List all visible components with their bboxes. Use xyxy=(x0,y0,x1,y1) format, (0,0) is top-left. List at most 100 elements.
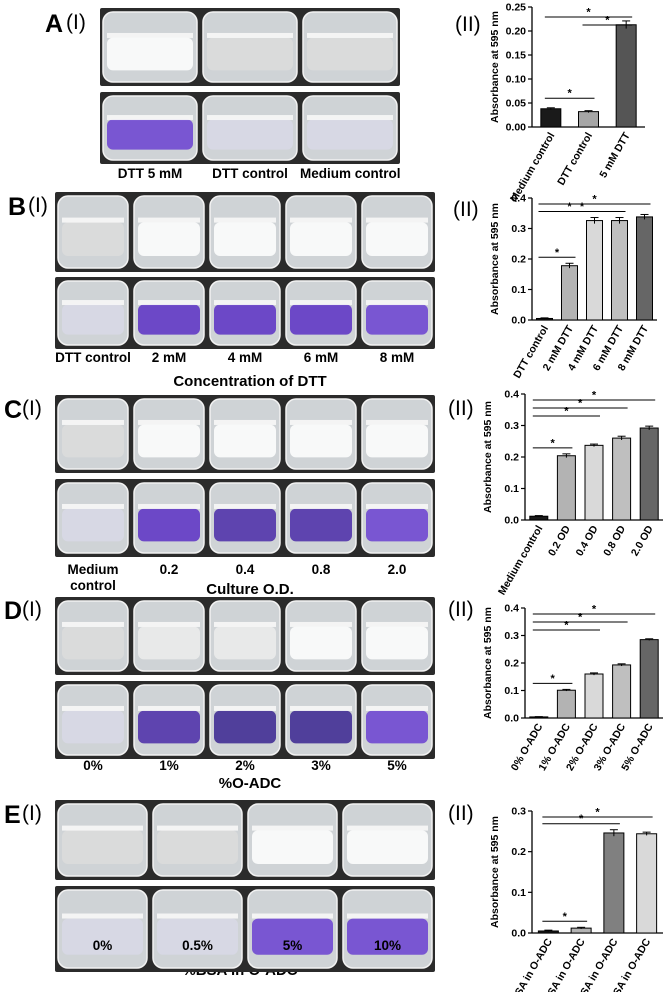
photo-caption: 8 mM xyxy=(379,350,415,365)
flask-well xyxy=(361,398,433,470)
flask-well xyxy=(133,684,205,756)
panel-letter: E xyxy=(4,801,21,829)
y-tick-label: 0.1 xyxy=(504,685,519,697)
bar xyxy=(636,216,653,321)
pellicle-photo-row xyxy=(55,597,435,675)
photo-caption: 0% xyxy=(92,938,113,953)
significance-marker: * xyxy=(592,390,597,402)
bar xyxy=(584,444,604,521)
photo-panel-label: (I) xyxy=(22,802,42,825)
significance-marker: * xyxy=(578,398,583,410)
y-tick-label: 0.2 xyxy=(511,846,526,858)
photo-panel-label: (I) xyxy=(28,194,48,217)
y-tick-label: 0.0 xyxy=(504,713,519,725)
bar-chart-a: 0.00 0.05 0.10 0.15 0.20 0.25 Absorbance at 59… xyxy=(489,2,645,204)
bar-chart-e: 0.0 0.1 0.2 0.3 Absorbance at 595 nm 0% BSA i… xyxy=(489,806,663,992)
x-tick-label: 0.2 OD xyxy=(546,523,573,558)
bar xyxy=(615,24,637,128)
flask-well xyxy=(285,482,357,554)
photo-caption: 0% xyxy=(83,758,103,773)
photo-caption: 4 mM xyxy=(227,350,263,365)
y-axis-label: Absorbance at 595 nm xyxy=(489,203,501,315)
significance-marker: * xyxy=(555,247,560,259)
y-tick-label: 0.1 xyxy=(511,887,526,899)
photo-caption: DTT control xyxy=(55,350,131,365)
flask-well xyxy=(361,195,433,269)
y-tick-label: 0.0 xyxy=(511,928,526,940)
flask-well xyxy=(152,803,243,877)
y-tick-label: 0.3 xyxy=(511,806,526,818)
flask-well xyxy=(102,11,198,83)
photo-axis-title: Culture O.D. xyxy=(206,581,294,598)
flask-well xyxy=(361,684,433,756)
flask-well xyxy=(57,195,129,269)
photo-axis-title: %O-ADC xyxy=(218,775,282,792)
pellicle-photo-row xyxy=(55,800,435,880)
flask-well xyxy=(342,803,433,877)
y-tick-label: 0.4 xyxy=(504,389,519,401)
flask-well xyxy=(57,398,129,470)
x-tick-label: 0% BSA in O-ADC xyxy=(500,936,555,992)
flask-well xyxy=(302,11,398,83)
bar xyxy=(612,664,632,719)
flask-well xyxy=(57,889,148,969)
pellicle-photo-row xyxy=(100,8,400,86)
significance-marker: * xyxy=(550,437,555,449)
photo-caption: 2% xyxy=(235,758,255,773)
y-tick-label: 0.4 xyxy=(504,603,519,615)
flask-well xyxy=(209,195,281,269)
chart-panel-label: (II) xyxy=(448,598,474,621)
flask-well xyxy=(342,889,433,969)
flask-well xyxy=(152,889,243,969)
flask-well xyxy=(209,684,281,756)
y-tick-label: 0.0 xyxy=(511,315,526,327)
x-tick-label: 0.8 OD xyxy=(601,523,628,558)
flask-well xyxy=(285,195,357,269)
bar xyxy=(578,111,599,128)
photo-caption: 5% xyxy=(282,938,303,953)
bar xyxy=(556,455,576,521)
flask-well xyxy=(285,398,357,470)
significance-marker: * xyxy=(563,911,568,923)
y-axis-label: Absorbance at 595 nm xyxy=(489,816,501,928)
photo-caption: Medium control xyxy=(300,166,401,181)
photo-caption: 10% xyxy=(373,938,402,953)
y-tick-label: 0.1 xyxy=(504,483,519,495)
flask-well xyxy=(209,600,281,672)
crystal-violet-photo-row xyxy=(55,277,435,349)
significance-marker: * xyxy=(550,673,555,685)
pellicle-photo-row xyxy=(55,192,435,272)
x-tick-label: Medium control xyxy=(496,523,546,597)
photo-caption: 2.0 xyxy=(387,562,407,577)
bar xyxy=(636,833,658,934)
flask-well xyxy=(202,95,298,161)
x-tick-label: 0.4 OD xyxy=(574,523,601,558)
significance-marker: * xyxy=(605,15,610,27)
panel-letter: C xyxy=(4,396,23,424)
significance-marker: * xyxy=(564,406,569,418)
bar xyxy=(611,220,628,321)
photo-axis-title: Concentration of DTT xyxy=(173,373,327,390)
y-tick-label: 0.00 xyxy=(506,122,527,134)
photo-caption: 0.5% xyxy=(182,938,213,953)
flask-well xyxy=(57,803,148,877)
y-tick-label: 0.3 xyxy=(504,420,519,432)
flask-well xyxy=(209,482,281,554)
flask-well xyxy=(57,600,129,672)
significance-marker: * xyxy=(578,612,583,624)
flask-well xyxy=(361,482,433,554)
y-axis-label: Absorbance at 595 nm xyxy=(489,11,501,123)
chart-panel-label: (II) xyxy=(448,397,474,420)
photo-caption: Medium control xyxy=(67,562,119,593)
photo-caption: DTT 5 mM xyxy=(117,166,183,181)
photo-panel-label: (I) xyxy=(22,598,42,621)
y-tick-label: 0.05 xyxy=(506,98,527,110)
flask-well xyxy=(133,280,205,346)
y-axis-label: Absorbance at 595 nm xyxy=(482,607,494,719)
flask-well xyxy=(285,280,357,346)
bar xyxy=(639,427,659,521)
x-tick-label: 2.0 OD xyxy=(629,523,656,558)
significance-marker: * xyxy=(579,813,584,825)
photo-caption: 1% xyxy=(159,758,179,773)
